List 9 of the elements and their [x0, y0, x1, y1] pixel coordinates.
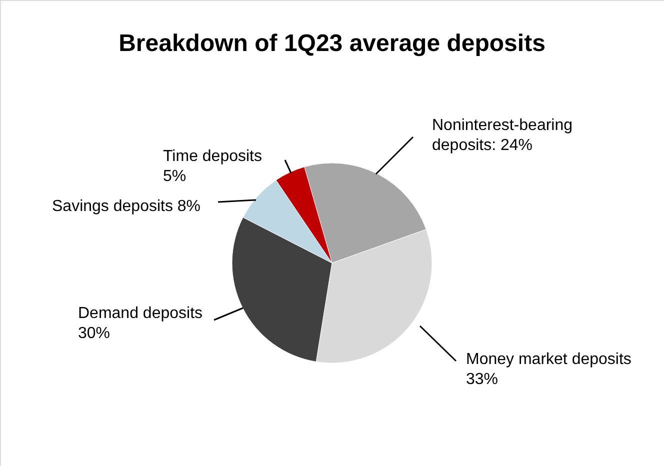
data-label: 5% — [163, 168, 186, 185]
slice-label: Demand deposits — [78, 305, 203, 322]
slice-label: Time deposits — [163, 148, 262, 165]
slice-label: Money market deposits — [466, 351, 632, 368]
chart-title: Breakdown of 1Q23 average deposits — [118, 30, 546, 57]
slice-label: Savings deposits 8% — [52, 198, 201, 215]
data-label: 30% — [78, 325, 110, 342]
slice-label: Noninterest-bearing deposits: 24% — [432, 117, 573, 154]
data-label: 33% — [466, 371, 498, 388]
